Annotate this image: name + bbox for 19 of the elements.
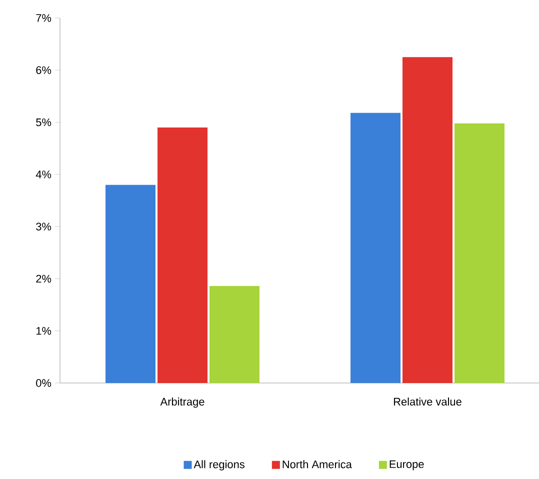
- bar: [454, 123, 504, 383]
- y-tick-label: 4%: [36, 170, 52, 178]
- bar: [106, 184, 156, 383]
- bar: [209, 286, 260, 383]
- y-tick-label: 1%: [36, 327, 52, 335]
- x-tick-label: Arbitrage: [160, 398, 204, 408]
- legend-label: Europe: [390, 460, 424, 470]
- bar: [402, 57, 453, 383]
- legend-label: North America: [282, 460, 352, 468]
- y-tick-label: 7%: [36, 14, 52, 22]
- y-tick-label: 5%: [36, 118, 52, 126]
- y-tick-label: 3%: [36, 222, 52, 230]
- y-tick-label: 2%: [36, 274, 52, 283]
- legend-label: All regions: [194, 460, 244, 470]
- y-tick-label: 0%: [36, 379, 52, 387]
- y-tick-label: 6%: [36, 66, 52, 74]
- x-tick-label: Relative value: [394, 398, 462, 406]
- bar: [158, 128, 208, 383]
- bar: [350, 112, 401, 383]
